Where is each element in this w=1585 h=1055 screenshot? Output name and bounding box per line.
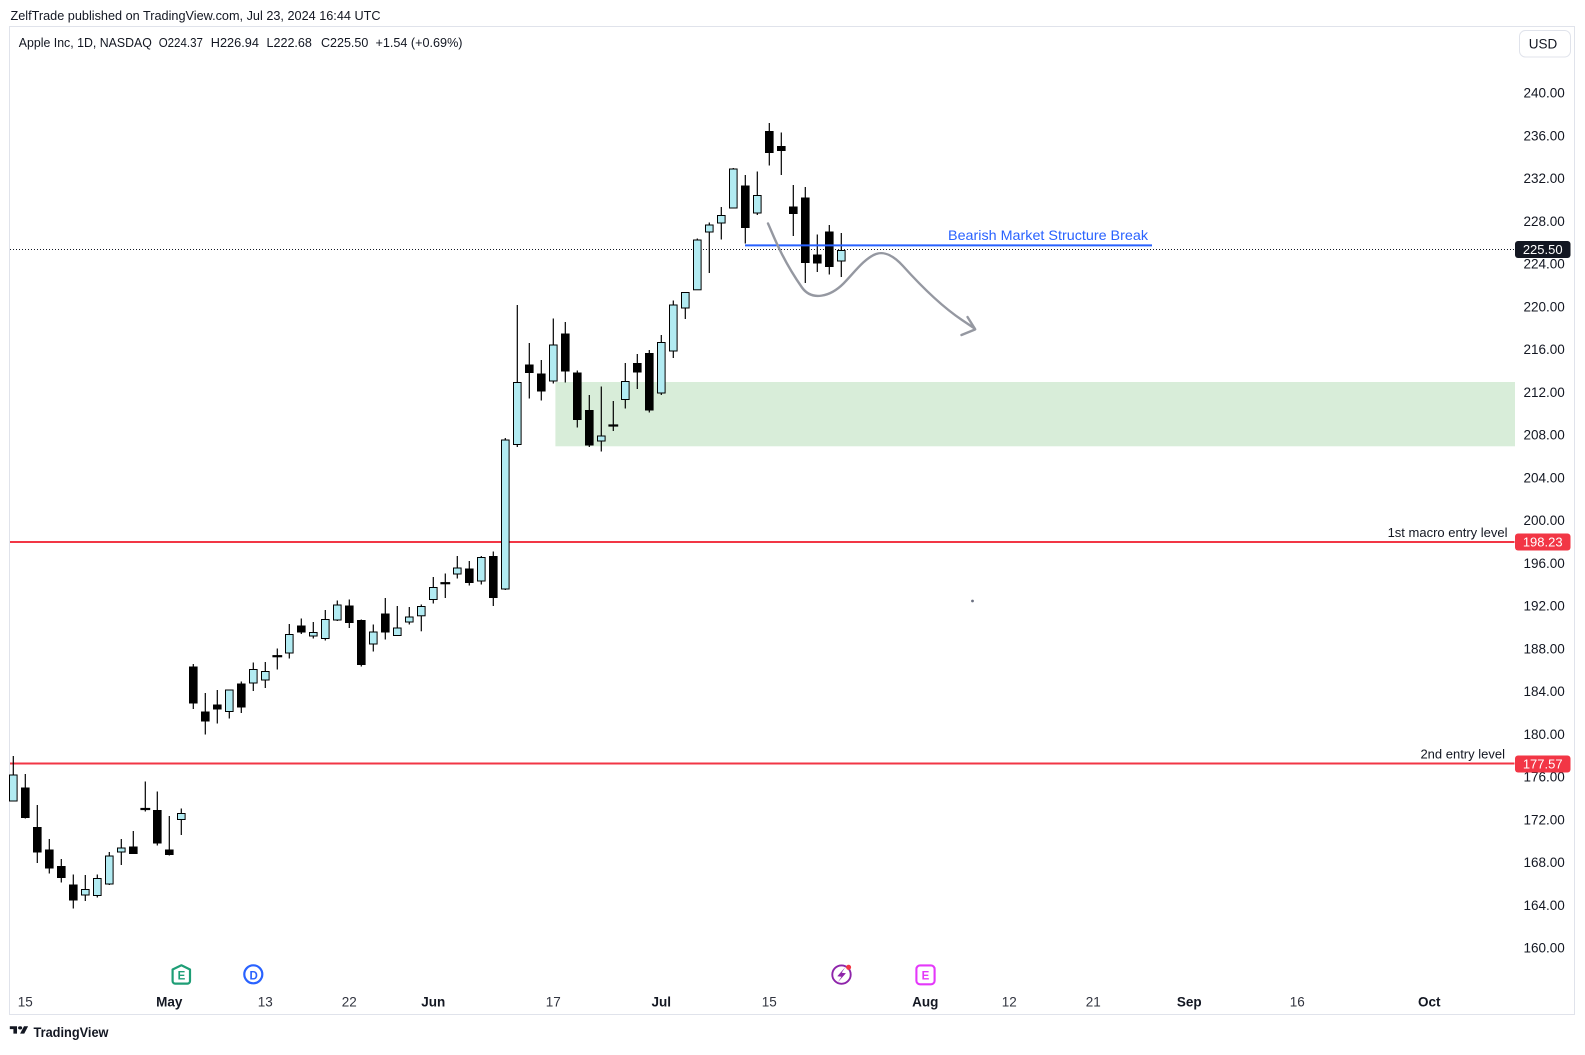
svg-text:May: May	[156, 994, 183, 1009]
svg-text:232.00: 232.00	[1524, 171, 1565, 186]
svg-text:13: 13	[258, 994, 273, 1009]
svg-text:22: 22	[342, 994, 357, 1009]
svg-text:212.00: 212.00	[1524, 385, 1565, 400]
svg-text:Bearish Market Structure Break: Bearish Market Structure Break	[948, 227, 1149, 243]
svg-text:164.00: 164.00	[1524, 898, 1565, 913]
svg-text:1st macro entry level: 1st macro entry level	[1388, 525, 1508, 540]
svg-text:204.00: 204.00	[1524, 470, 1565, 485]
svg-text:Oct: Oct	[1418, 994, 1441, 1009]
svg-text:172.00: 172.00	[1524, 812, 1565, 827]
svg-text:Jul: Jul	[652, 994, 672, 1009]
svg-text:188.00: 188.00	[1524, 641, 1565, 656]
svg-text:177.57: 177.57	[1523, 757, 1563, 772]
svg-text:15: 15	[18, 994, 33, 1009]
svg-text:160.00: 160.00	[1524, 941, 1565, 956]
svg-text:220.00: 220.00	[1524, 299, 1565, 314]
svg-text:TradingView: TradingView	[34, 1025, 109, 1040]
svg-text:16: 16	[1290, 994, 1305, 1009]
svg-text:236.00: 236.00	[1524, 128, 1565, 143]
svg-text:15: 15	[762, 994, 777, 1009]
svg-text:200.00: 200.00	[1524, 513, 1565, 528]
svg-text:225.50: 225.50	[1523, 242, 1563, 257]
svg-text:228.00: 228.00	[1524, 214, 1565, 229]
svg-text:176.00: 176.00	[1524, 770, 1565, 785]
svg-text:12: 12	[1002, 994, 1017, 1009]
svg-text:Jun: Jun	[421, 994, 445, 1009]
svg-text:184.00: 184.00	[1524, 684, 1565, 699]
svg-text:21: 21	[1086, 994, 1101, 1009]
svg-text:192.00: 192.00	[1524, 599, 1565, 614]
svg-text:180.00: 180.00	[1524, 727, 1565, 742]
svg-text:216.00: 216.00	[1524, 342, 1565, 357]
svg-text:E: E	[178, 970, 186, 982]
svg-text:198.23: 198.23	[1523, 535, 1563, 550]
svg-text:196.00: 196.00	[1524, 556, 1565, 571]
svg-text:208.00: 208.00	[1524, 428, 1565, 443]
svg-text:Aug: Aug	[912, 994, 938, 1009]
svg-text:168.00: 168.00	[1524, 855, 1565, 870]
svg-text:D: D	[249, 970, 257, 982]
svg-text:USD: USD	[1529, 36, 1558, 51]
svg-text:ZelfTrade published on Trading: ZelfTrade published on TradingView.com, …	[11, 8, 381, 23]
svg-text:E: E	[922, 971, 930, 983]
svg-text:Sep: Sep	[1177, 994, 1202, 1009]
svg-text:2nd entry level: 2nd entry level	[1420, 746, 1505, 761]
svg-text:17: 17	[546, 994, 561, 1009]
svg-text:224.00: 224.00	[1524, 257, 1565, 272]
svg-text:240.00: 240.00	[1524, 86, 1565, 101]
